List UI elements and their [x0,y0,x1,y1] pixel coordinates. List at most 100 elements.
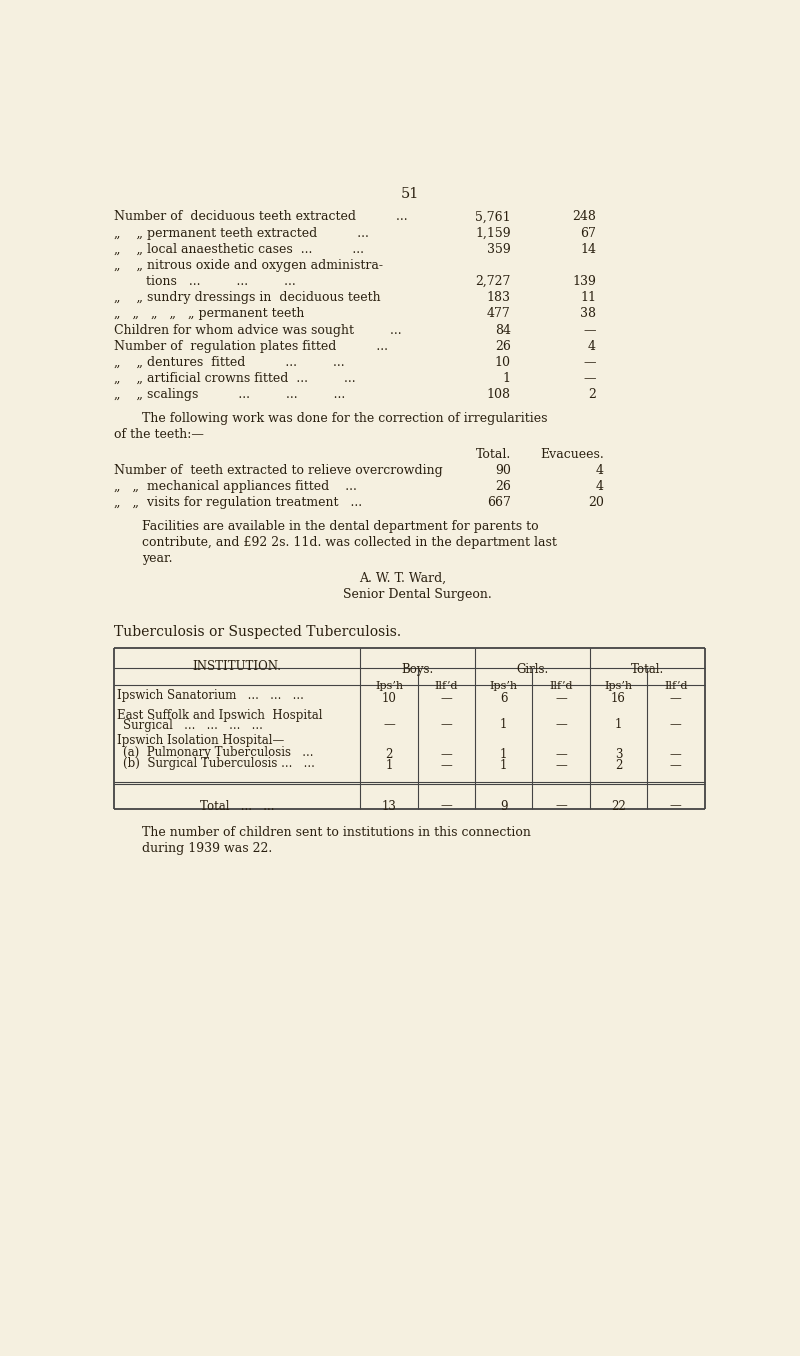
Text: —: — [670,759,682,773]
Text: —: — [670,800,682,812]
Text: 9: 9 [500,800,507,812]
Text: 26: 26 [495,480,510,494]
Text: Ilf’d: Ilf’d [550,681,573,692]
Text: Ipswich Sanatorium   ...   ...   ...: Ipswich Sanatorium ... ... ... [117,689,304,702]
Text: —: — [441,717,452,731]
Text: „    „ scalings          ...         ...         ...: „ „ scalings ... ... ... [114,388,346,401]
Text: The number of children sent to institutions in this connection: The number of children sent to instituti… [142,826,530,839]
Text: Surgical   ...   ...   ...   ...: Surgical ... ... ... ... [123,720,263,732]
Text: Ilf’d: Ilf’d [664,681,687,692]
Text: Ipswich Isolation Hospital—: Ipswich Isolation Hospital— [117,734,284,747]
Text: 3: 3 [614,749,622,761]
Text: INSTITUTION.: INSTITUTION. [193,660,282,673]
Text: 667: 667 [487,496,510,508]
Text: Number of  teeth extracted to relieve overcrowding: Number of teeth extracted to relieve ove… [114,464,442,477]
Text: The following work was done for the correction of irregularities: The following work was done for the corr… [142,412,547,426]
Text: 1: 1 [386,759,393,773]
Text: 16: 16 [611,693,626,705]
Text: A. W. T. Ward,: A. W. T. Ward, [358,572,446,584]
Text: —: — [670,693,682,705]
Text: —: — [441,693,452,705]
Text: contribute, and £92 2s. 11d. was collected in the department last: contribute, and £92 2s. 11d. was collect… [142,536,557,549]
Text: Girls.: Girls. [516,663,549,677]
Text: —: — [555,759,567,773]
Text: 38: 38 [580,308,596,320]
Text: —: — [555,717,567,731]
Text: „    „ dentures  fitted          ...         ...: „ „ dentures fitted ... ... [114,357,345,369]
Text: 11: 11 [580,292,596,304]
Text: —: — [555,749,567,761]
Text: 84: 84 [494,324,510,336]
Text: —: — [583,324,596,336]
Text: 1: 1 [614,717,622,731]
Text: „    „ nitrous oxide and oxygen administra-: „ „ nitrous oxide and oxygen administra- [114,259,383,273]
Text: Total.: Total. [475,447,510,461]
Text: Tuberculosis or Suspected Tuberculosis.: Tuberculosis or Suspected Tuberculosis. [114,625,401,640]
Text: 1: 1 [502,372,510,385]
Text: during 1939 was 22.: during 1939 was 22. [142,842,272,854]
Text: —: — [670,717,682,731]
Text: —: — [555,800,567,812]
Text: 359: 359 [487,243,510,256]
Text: —: — [383,717,395,731]
Text: —: — [583,357,596,369]
Text: (a)  Pulmonary Tuberculosis   ...: (a) Pulmonary Tuberculosis ... [123,746,314,758]
Text: 248: 248 [572,210,596,224]
Text: 4: 4 [596,464,604,477]
Text: tions   ...         ...         ...: tions ... ... ... [114,275,296,287]
Text: 51: 51 [401,187,419,201]
Text: 67: 67 [580,226,596,240]
Text: „   „  visits for regulation treatment   ...: „ „ visits for regulation treatment ... [114,496,362,508]
Text: „    „ artificial crowns fitted  ...         ...: „ „ artificial crowns fitted ... ... [114,372,355,385]
Text: Ilf’d: Ilf’d [434,681,458,692]
Text: 13: 13 [382,800,397,812]
Text: „   „   „   „   „ permanent teeth: „ „ „ „ „ permanent teeth [114,308,304,320]
Text: year.: year. [142,552,172,565]
Text: 183: 183 [486,292,510,304]
Text: 477: 477 [487,308,510,320]
Text: Number of  deciduous teeth extracted          ...: Number of deciduous teeth extracted ... [114,210,407,224]
Text: 2: 2 [386,749,393,761]
Text: Boys.: Boys. [402,663,434,677]
Text: of the teeth:—: of the teeth:— [114,428,204,441]
Text: 10: 10 [494,357,510,369]
Text: 4: 4 [596,480,604,494]
Text: 20: 20 [588,496,604,508]
Text: „    „ local anaesthetic cases  ...          ...: „ „ local anaesthetic cases ... ... [114,243,364,256]
Text: —: — [441,749,452,761]
Text: 108: 108 [486,388,510,401]
Text: „    „ sundry dressings in  deciduous teeth: „ „ sundry dressings in deciduous teeth [114,292,381,304]
Text: —: — [583,372,596,385]
Text: 2,727: 2,727 [475,275,510,287]
Text: (b)  Surgical Tuberculosis ...   ...: (b) Surgical Tuberculosis ... ... [123,757,315,770]
Text: —: — [441,800,452,812]
Text: 90: 90 [495,464,510,477]
Text: —: — [670,749,682,761]
Text: Total.: Total. [630,663,664,677]
Text: 1,159: 1,159 [475,226,510,240]
Text: 14: 14 [580,243,596,256]
Text: 5,761: 5,761 [475,210,510,224]
Text: Ips’h: Ips’h [375,681,403,692]
Text: „   „  mechanical appliances fitted    ...: „ „ mechanical appliances fitted ... [114,480,357,494]
Text: —: — [441,759,452,773]
Text: Ips’h: Ips’h [605,681,633,692]
Text: East Suffolk and Ipswich  Hospital: East Suffolk and Ipswich Hospital [117,709,322,721]
Text: —: — [555,693,567,705]
Text: „    „ permanent teeth extracted          ...: „ „ permanent teeth extracted ... [114,226,369,240]
Text: Facilities are available in the dental department for parents to: Facilities are available in the dental d… [142,519,538,533]
Text: Senior Dental Surgeon.: Senior Dental Surgeon. [343,587,492,601]
Text: Ips’h: Ips’h [490,681,518,692]
Text: 26: 26 [495,340,510,353]
Text: 139: 139 [572,275,596,287]
Text: 2: 2 [588,388,596,401]
Text: 1: 1 [500,759,507,773]
Text: 22: 22 [611,800,626,812]
Text: Number of  regulation plates fitted          ...: Number of regulation plates fitted ... [114,340,388,353]
Text: Children for whom advice was sought         ...: Children for whom advice was sought ... [114,324,402,336]
Text: 1: 1 [500,717,507,731]
Text: Total   ...   ...: Total ... ... [200,800,274,812]
Text: 4: 4 [588,340,596,353]
Text: 10: 10 [382,693,397,705]
Text: 2: 2 [614,759,622,773]
